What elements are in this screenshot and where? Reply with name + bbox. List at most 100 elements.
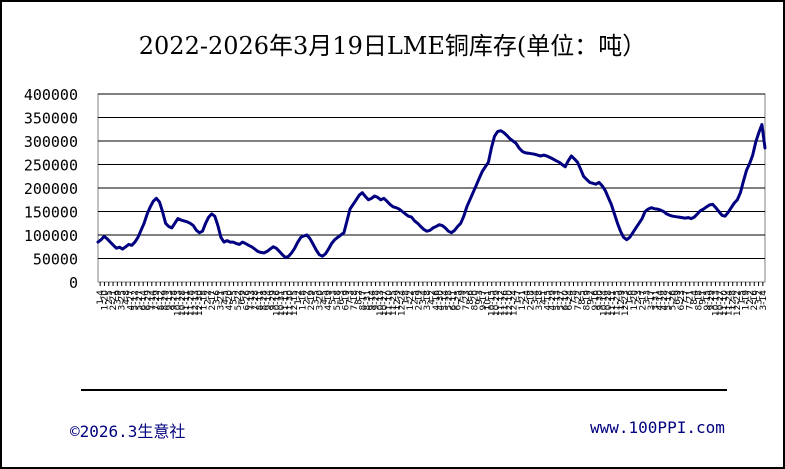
- x-tick-label: 4-16: [432, 290, 442, 311]
- x-tick-label: 4-1: [539, 290, 549, 305]
- x-tick-label: 5-12: [664, 290, 674, 310]
- x-tick-label: 2-4: [522, 290, 532, 305]
- x-tick-label: 4-20: [225, 290, 235, 311]
- x-tick-label: 9-1: [699, 290, 709, 305]
- series-line: [96, 123, 767, 260]
- x-tick-label: 5-12: [131, 290, 141, 310]
- x-tick-label: 11-25: [389, 290, 399, 316]
- x-tick-label: 10-27: [716, 290, 726, 316]
- x-tick-label: 4-19: [324, 290, 334, 311]
- x-tick-label: 11-11: [608, 290, 618, 316]
- x-tick-label: 5-18: [333, 290, 343, 311]
- x-tick-label: 1-22: [406, 290, 416, 310]
- x-tick-label: 1-18: [298, 290, 308, 311]
- x-tick-label: 1-5: [737, 290, 747, 305]
- x-tick-label: 9-28: [372, 290, 382, 311]
- x-tick-label: 4-14: [656, 290, 666, 311]
- x-tick-label: 10-29: [492, 290, 502, 316]
- x-tick-label: 1-21: [518, 290, 528, 310]
- x-tick-label: 3-17: [647, 290, 657, 310]
- x-tick-label: 3-21: [217, 290, 227, 310]
- x-tick-label: 3-18: [423, 290, 433, 311]
- x-tick-label: 4-30: [436, 290, 446, 311]
- chart-title: 2022-2026年3月19日LME铜库存(单位：吨）: [138, 32, 647, 60]
- x-tick-label: 1-8: [402, 290, 412, 305]
- x-tick-label: 7-14: [148, 290, 158, 311]
- x-tick-label: 5-13: [552, 290, 562, 310]
- x-tick-label: 2-3: [634, 290, 644, 305]
- x-tick-label: 4-28: [660, 290, 670, 311]
- x-tick-label: 11-12: [496, 290, 506, 316]
- x-tick-label: 12-9: [617, 290, 627, 311]
- x-tick-label: 5-14: [440, 290, 450, 311]
- x-tick-label: 7-18: [350, 290, 360, 311]
- x-tick-label: 7-7: [681, 290, 691, 305]
- x-tick-label: 11-24: [724, 290, 734, 316]
- x-tick-label: 9-14: [367, 290, 377, 311]
- y-tick-label: 350000: [24, 110, 78, 128]
- x-tick-label: 2-5: [410, 290, 420, 305]
- x-tick-label: 9-28: [169, 290, 179, 311]
- x-tick-label: 3-5: [311, 290, 321, 305]
- x-tick-label: 5-28: [445, 290, 455, 311]
- x-tick-label: 9-3: [475, 290, 485, 305]
- x-tick-label: 7-23: [462, 290, 472, 310]
- x-tick-label: 12-15: [290, 290, 300, 316]
- x-tick-label: 6-9: [673, 290, 683, 305]
- x-tick-label: 9-16: [591, 290, 601, 311]
- x-tick-label: 10-31: [277, 290, 287, 316]
- x-tick-label: 6-9: [238, 290, 248, 305]
- x-tick-label: 2-17: [638, 290, 648, 310]
- x-tick-label: 11-10: [384, 290, 394, 316]
- x-tick-label: 4-5: [221, 290, 231, 305]
- y-tick-label: 0: [69, 274, 78, 292]
- x-tick-label: 12-24: [509, 290, 519, 316]
- x-tick-label: 3-4: [419, 290, 429, 305]
- y-tick-label: 200000: [24, 180, 78, 198]
- x-tick-label: 5-27: [135, 290, 145, 310]
- x-tick-label: 7-13: [247, 290, 257, 310]
- x-tick-label: 8-17: [359, 290, 369, 310]
- x-tick-label: 3-31: [651, 290, 661, 310]
- x-tick-label: 3-2: [755, 290, 765, 305]
- x-tick-label: 10-16: [273, 290, 283, 316]
- x-tick-label: 2-2: [746, 290, 756, 305]
- x-tick-label: 12-13: [191, 290, 201, 316]
- x-tick-label: 11-10: [720, 290, 730, 316]
- y-tick-label: 300000: [24, 133, 78, 151]
- x-tick-label: 2-5: [105, 290, 115, 305]
- x-tick-label: 9-13: [165, 290, 175, 310]
- x-tick-label: 7-29: [152, 290, 162, 311]
- x-tick-label: 7-8: [570, 290, 580, 305]
- x-tick-label: 1-20: [630, 290, 640, 311]
- x-tick-label: 1-18: [199, 290, 209, 311]
- x-tick-label: 12-9: [393, 290, 403, 311]
- x-tick-label: 9-15: [703, 290, 713, 310]
- x-tick-label: 10-27: [380, 290, 390, 316]
- x-tick-label: 6-29: [143, 290, 153, 311]
- x-tick-label: 5-27: [557, 290, 567, 310]
- website-link[interactable]: www.100PPI.com: [590, 418, 725, 437]
- x-tick-label: 7-3: [346, 290, 356, 305]
- x-tick-label: 3-18: [535, 290, 545, 311]
- x-tick-label: 3-3: [643, 290, 653, 305]
- x-tick-label: 2-17: [208, 290, 218, 310]
- x-tick-label: 3-9: [113, 290, 123, 305]
- x-tick-label: 1-4: [96, 290, 106, 305]
- x-tick-label: 2-21: [109, 290, 119, 310]
- x-tick-label: 3-25: [118, 290, 128, 310]
- x-tick-label: 4-5: [320, 290, 330, 305]
- x-tick-label: 10-13: [174, 290, 184, 316]
- x-tick-label: 1-7: [514, 290, 524, 305]
- x-tick-label: 7-28: [251, 290, 261, 311]
- x-tick-label: 7-9: [458, 290, 468, 305]
- series-lines: [96, 123, 767, 260]
- x-tick-label: 10-28: [604, 290, 614, 316]
- x-tick-label: 4-29: [548, 290, 558, 311]
- x-tick-label: 4-27: [126, 290, 136, 310]
- x-tick-label: 8-18: [694, 290, 704, 311]
- x-tick-label: 6-3: [337, 290, 347, 305]
- x-tick-label: 6-26: [242, 290, 252, 311]
- x-tick-label: 2-18: [526, 290, 536, 311]
